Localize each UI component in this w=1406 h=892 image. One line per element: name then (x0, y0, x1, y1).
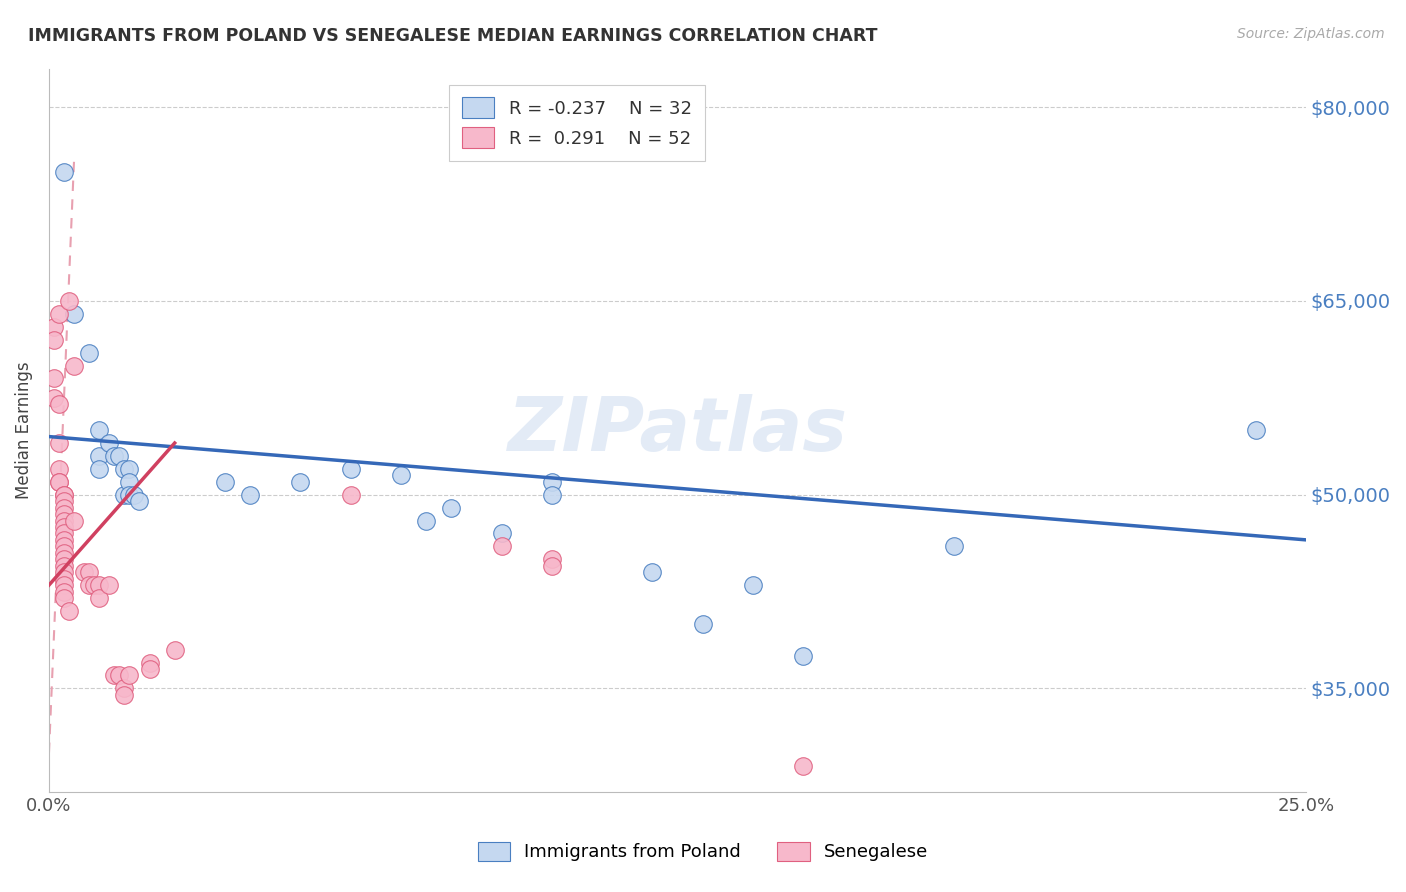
Point (128, 494, 150, 508)
Point (53, 558, 76, 573)
Point (53, 520, 76, 534)
Point (53, 552, 76, 566)
Point (124, 488, 146, 502)
Text: Source: ZipAtlas.com: Source: ZipAtlas.com (1237, 27, 1385, 41)
Point (163, 642, 186, 657)
Point (53, 514, 76, 528)
Point (112, 681, 135, 696)
Point (48, 436, 70, 450)
Point (42, 333, 65, 347)
Point (63, 514, 86, 528)
Point (118, 475, 141, 489)
Point (108, 668, 131, 682)
Point (339, 462, 361, 476)
Point (48, 397, 70, 411)
Point (53, 572, 76, 586)
Point (103, 668, 125, 682)
Point (53, 546, 76, 560)
Point (58, 604, 80, 618)
Point (83, 578, 105, 592)
Point (108, 449, 131, 463)
Point (53, 165, 76, 179)
Point (98, 436, 121, 450)
Point (491, 539, 513, 553)
Point (118, 668, 141, 682)
Point (53, 526, 76, 541)
Point (53, 533, 76, 547)
Point (53, 565, 76, 579)
Point (53, 500, 76, 515)
Point (63, 359, 86, 373)
Y-axis label: Median Earnings: Median Earnings (15, 361, 32, 499)
Point (742, 578, 765, 592)
Point (389, 468, 412, 483)
Legend: Immigrants from Poland, Senegalese: Immigrants from Poland, Senegalese (465, 829, 941, 874)
Point (48, 462, 70, 476)
Point (540, 475, 562, 489)
Point (290, 475, 312, 489)
Text: IMMIGRANTS FROM POLAND VS SENEGALESE MEDIAN EARNINGS CORRELATION CHART: IMMIGRANTS FROM POLAND VS SENEGALESE MED… (28, 27, 877, 45)
Point (540, 558, 562, 573)
Point (118, 462, 141, 476)
Point (1244, 423, 1267, 437)
Point (641, 565, 664, 579)
Point (214, 475, 236, 489)
Point (58, 293, 80, 308)
Point (792, 759, 814, 773)
Point (415, 514, 437, 528)
Point (339, 488, 361, 502)
Point (943, 539, 966, 553)
Point (42, 391, 65, 405)
Point (540, 552, 562, 566)
Point (118, 488, 141, 502)
Point (792, 649, 814, 664)
Point (42, 371, 65, 385)
Point (48, 475, 70, 489)
Point (540, 488, 562, 502)
Point (103, 449, 125, 463)
Point (239, 488, 262, 502)
Point (77, 578, 100, 592)
Point (53, 488, 76, 502)
Point (692, 616, 714, 631)
Point (53, 591, 76, 605)
Point (73, 565, 96, 579)
Point (53, 507, 76, 521)
Point (53, 578, 76, 592)
Point (440, 500, 463, 515)
Point (98, 578, 121, 592)
Point (48, 307, 70, 321)
Point (491, 526, 513, 541)
Point (112, 462, 135, 476)
Point (89, 578, 111, 592)
Point (48, 475, 70, 489)
Legend: R = -0.237    N = 32, R =  0.291    N = 52: R = -0.237 N = 32, R = 0.291 N = 52 (450, 85, 704, 161)
Point (138, 662, 160, 676)
Point (53, 494, 76, 508)
Text: ZIPatlas: ZIPatlas (508, 393, 848, 467)
Point (112, 688, 135, 702)
Point (77, 565, 100, 579)
Point (89, 423, 111, 437)
Point (89, 462, 111, 476)
Point (42, 319, 65, 334)
Point (53, 584, 76, 599)
Point (89, 449, 111, 463)
Point (138, 656, 160, 670)
Point (63, 307, 86, 321)
Point (77, 345, 100, 359)
Point (112, 488, 135, 502)
Point (89, 591, 111, 605)
Point (53, 539, 76, 553)
Point (53, 488, 76, 502)
